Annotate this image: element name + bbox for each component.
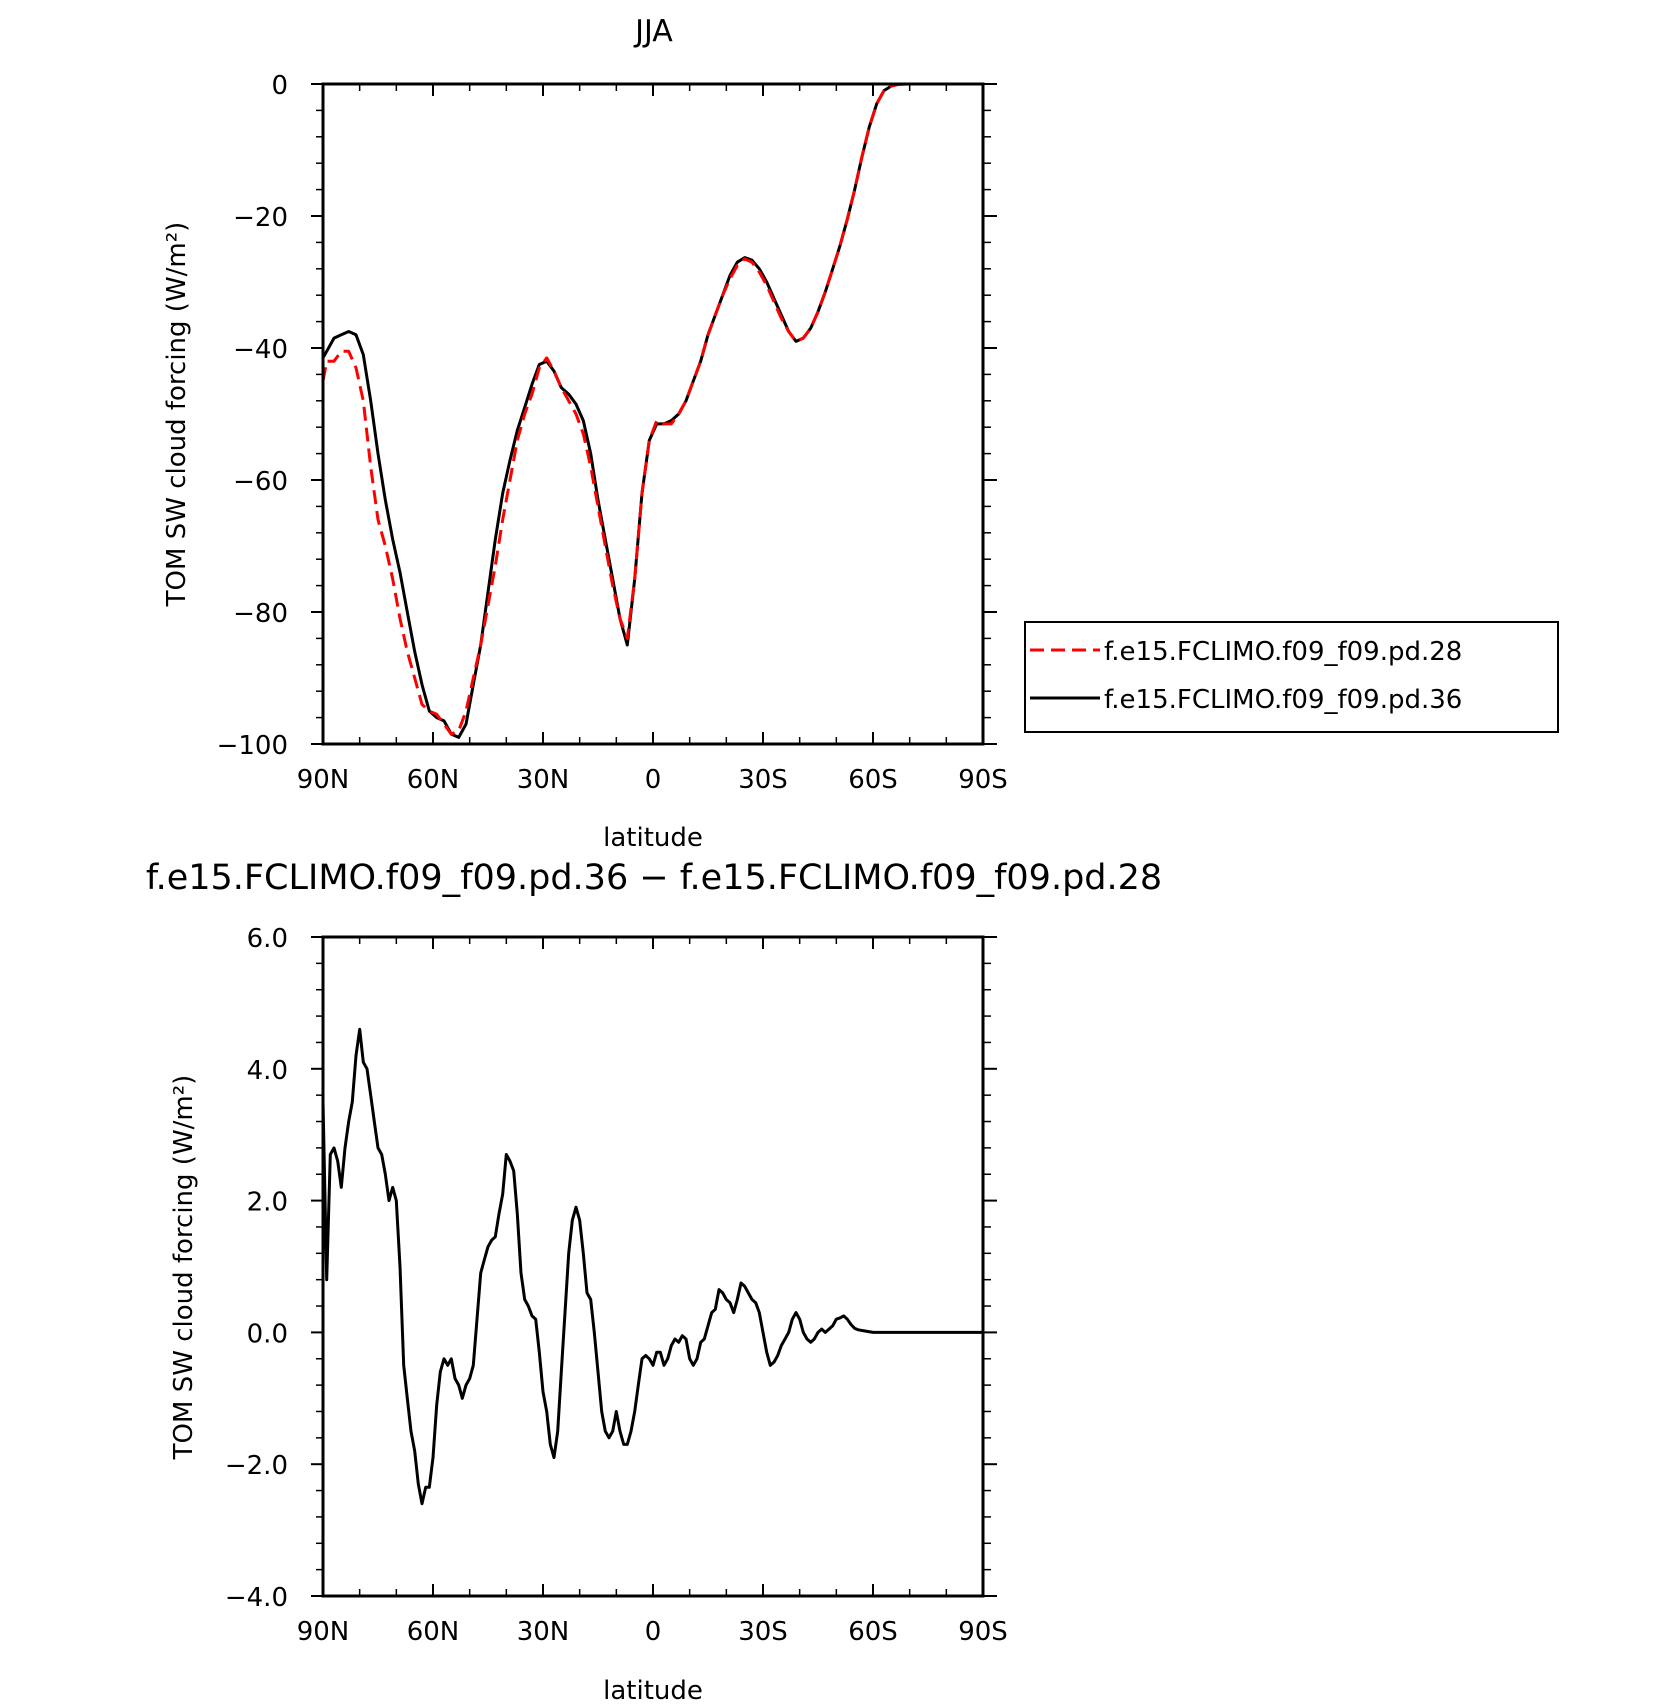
x-tick-label: 60S xyxy=(848,765,898,795)
top-y-axis-label: TOM SW cloud forcing (W/m²) xyxy=(162,222,192,608)
top-panel: JJA 90N 60N 30N 0 30S 60S 90S 0 −20 −40 −60 −80 −10… xyxy=(162,14,1008,853)
legend: f.e15.FCLIMO.f09_f09.pd.28 f.e15.FCLIMO.… xyxy=(1024,621,1559,733)
x-tick-label: 60S xyxy=(848,1617,898,1647)
x-tick-label: 90N xyxy=(297,1617,350,1647)
legend-label-pd28: f.e15.FCLIMO.f09_f09.pd.28 xyxy=(1104,637,1462,667)
bottom-chart-title: f.e15.FCLIMO.f09_f09.pd.36 − f.e15.FCLIM… xyxy=(146,858,1162,898)
top-x-axis-label: latitude xyxy=(603,823,703,853)
top-x-tick-labels: 90N 60N 30N 0 30S 60S 90S xyxy=(297,765,1008,795)
x-tick-label: 30N xyxy=(517,765,570,795)
series-line-1 xyxy=(321,82,983,736)
y-tick-label: 0 xyxy=(271,71,288,101)
y-tick-label: 6.0 xyxy=(247,924,288,954)
y-tick-label: −80 xyxy=(233,599,288,629)
x-tick-label: 0 xyxy=(645,765,662,795)
legend-label-pd36: f.e15.FCLIMO.f09_f09.pd.36 xyxy=(1104,685,1462,715)
top-series-group xyxy=(321,82,983,739)
x-tick-label: 60N xyxy=(407,765,460,795)
y-tick-label: −20 xyxy=(233,203,288,233)
x-tick-label: 90N xyxy=(297,765,350,795)
x-tick-label: 90S xyxy=(958,1617,1008,1647)
series-line-1 xyxy=(321,1027,983,1506)
x-tick-label: 90S xyxy=(958,765,1008,795)
bottom-series-group xyxy=(321,1027,983,1506)
bottom-y-tick-labels: 6.0 4.0 2.0 0.0 −2.0 −4.0 xyxy=(225,924,288,1613)
top-y-tick-labels: 0 −20 −40 −60 −80 −100 xyxy=(217,71,288,761)
series-line-2 xyxy=(321,82,983,739)
x-tick-label: 60N xyxy=(407,1617,460,1647)
top-chart-title: JJA xyxy=(633,14,673,49)
bottom-axes xyxy=(311,936,997,1597)
x-tick-label: 30S xyxy=(738,1617,788,1647)
x-tick-label: 30S xyxy=(738,765,788,795)
x-tick-label: 0 xyxy=(645,1617,662,1647)
y-tick-label: −60 xyxy=(233,467,288,497)
y-tick-label: −40 xyxy=(233,335,288,365)
legend-box xyxy=(1024,621,1559,733)
bottom-x-tick-labels: 90N 60N 30N 0 30S 60S 90S xyxy=(297,1617,1008,1647)
y-tick-label: 2.0 xyxy=(247,1188,288,1218)
y-tick-label: −2.0 xyxy=(225,1451,288,1481)
bottom-plot-frame xyxy=(321,935,985,1598)
top-plot-frame xyxy=(321,82,985,746)
y-tick-label: −100 xyxy=(217,731,288,761)
bottom-panel: f.e15.FCLIMO.f09_f09.pd.36 − f.e15.FCLIM… xyxy=(146,858,1162,1706)
x-tick-label: 30N xyxy=(517,1617,570,1647)
bottom-x-axis-label: latitude xyxy=(603,1676,703,1706)
y-tick-label: 4.0 xyxy=(247,1056,288,1086)
y-tick-label: −4.0 xyxy=(225,1583,288,1613)
bottom-y-axis-label: TOM SW cloud forcing (W/m²) xyxy=(169,1075,199,1461)
y-tick-label: 0.0 xyxy=(247,1319,288,1349)
